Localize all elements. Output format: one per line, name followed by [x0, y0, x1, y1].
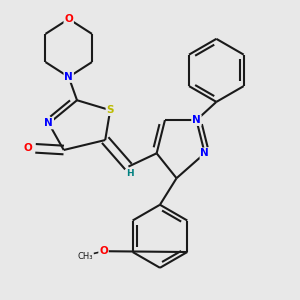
Text: S: S	[106, 105, 114, 115]
Text: N: N	[192, 115, 201, 125]
Text: N: N	[44, 118, 53, 128]
Text: CH₃: CH₃	[78, 252, 93, 261]
Text: O: O	[99, 246, 108, 256]
Text: N: N	[200, 148, 209, 158]
Text: O: O	[64, 14, 73, 24]
Text: H: H	[126, 169, 134, 178]
Text: O: O	[24, 143, 33, 153]
Text: N: N	[64, 72, 73, 82]
